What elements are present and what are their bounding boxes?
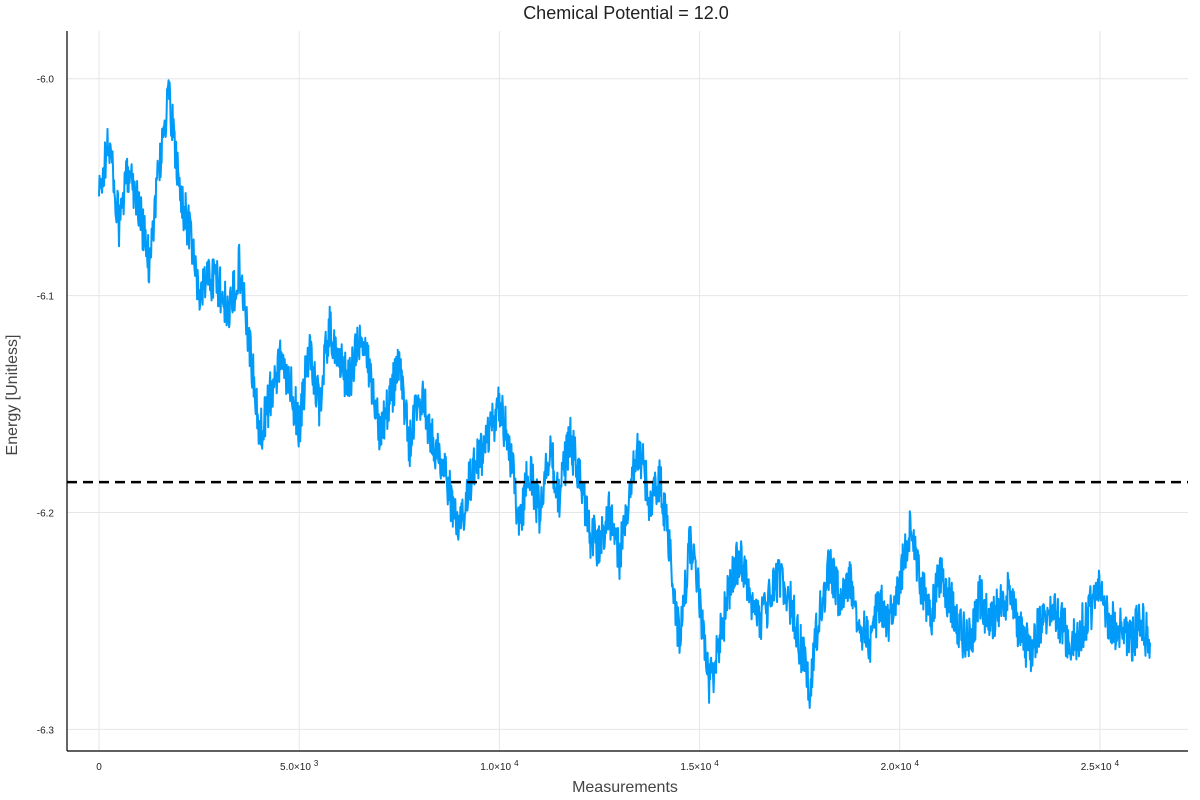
x-tick-exponent: 3 — [314, 759, 319, 768]
x-tick-exponent: 4 — [914, 759, 919, 768]
y-tick-label: -6.3 — [37, 725, 55, 736]
x-tick-label: 2.0×10 4 — [881, 759, 920, 773]
x-tick-label: 5.0×10 3 — [280, 759, 319, 773]
x-tick-label: 1.0×10 4 — [480, 759, 519, 773]
y-tick-label: -6.2 — [37, 508, 55, 519]
x-axis-label: Measurements — [572, 779, 678, 796]
x-tick-exponent: 4 — [1115, 759, 1120, 768]
axes — [66, 31, 1188, 752]
series-layer — [98, 79, 1151, 709]
x-tick-mantissa: 0 — [96, 762, 102, 773]
x-tick-mantissa: 2.0×10 — [881, 762, 912, 773]
chart-title: Chemical Potential = 12.0 — [523, 3, 729, 23]
y-tick-label: -6.0 — [37, 75, 55, 86]
x-tick-exponent: 4 — [714, 759, 719, 768]
x-tick-mantissa: 5.0×10 — [280, 762, 311, 773]
y-tick-label: -6.1 — [37, 292, 55, 303]
x-tick-label: 2.5×10 4 — [1081, 759, 1120, 773]
x-tick-mantissa: 1.5×10 — [680, 762, 711, 773]
x-tick-exponent: 4 — [514, 759, 519, 768]
tick-layer: 0 5.0×10 3 1.0×10 4 1.5×10 4 2.0×10 4 2.5×10 4-6.0… — [37, 75, 1120, 773]
x-tick-label: 0 — [96, 762, 102, 773]
x-tick-mantissa: 2.5×10 — [1081, 762, 1112, 773]
x-tick-label: 1.5×10 4 — [680, 759, 719, 773]
x-tick-mantissa: 1.0×10 — [480, 762, 511, 773]
y-axis-label: Energy [Unitless] — [4, 335, 21, 456]
energy-series-line — [98, 79, 1151, 709]
